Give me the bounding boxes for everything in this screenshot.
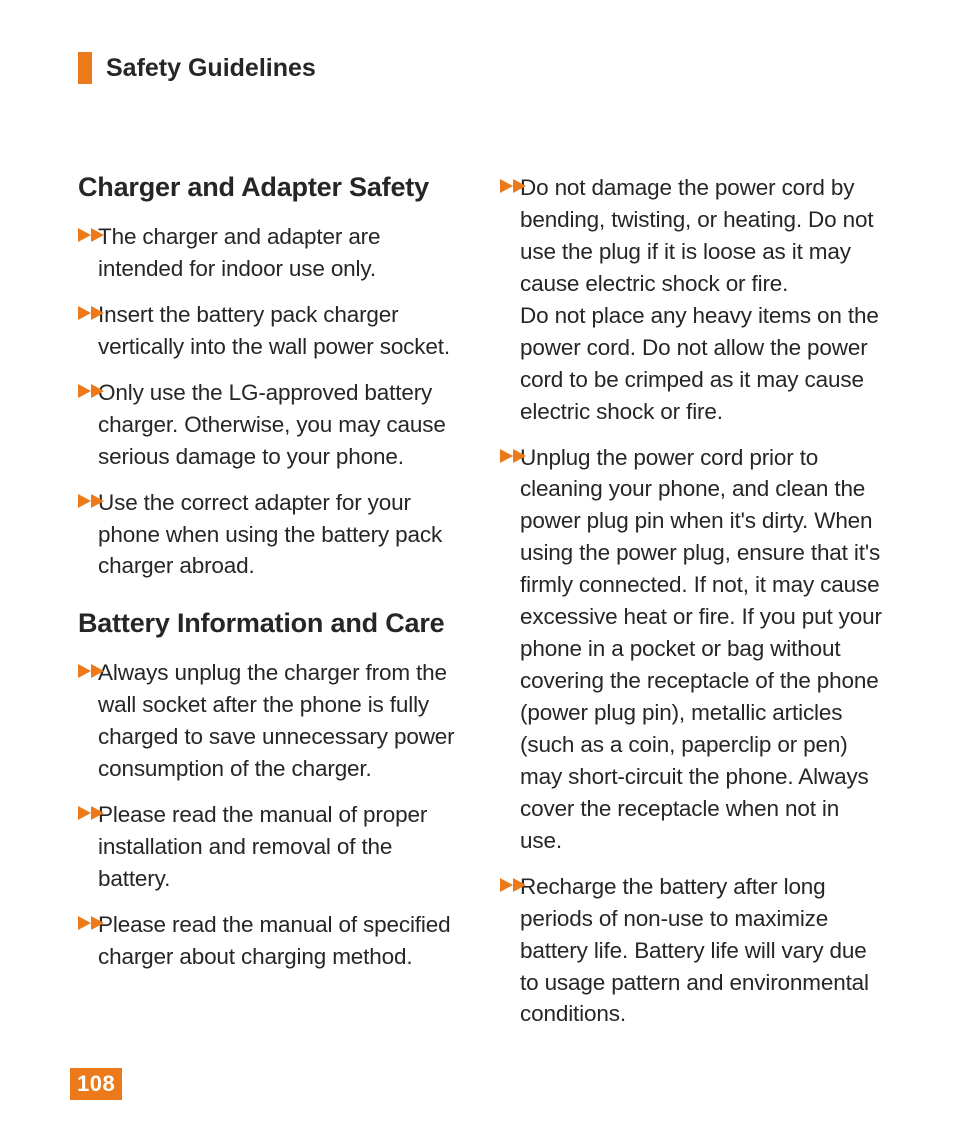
list-item: Recharge the battery after long periods …	[500, 871, 884, 1031]
charger-list: The charger and adapter are intended for…	[78, 221, 462, 582]
bullet-arrow-icon	[78, 806, 91, 820]
bullet-arrow-icon	[500, 179, 513, 193]
right-list: Do not damage the power cord by bending,…	[500, 172, 884, 1030]
list-item-continuation: Do not place any heavy items on the powe…	[520, 300, 884, 428]
right-column: Do not damage the power cord by bending,…	[500, 172, 884, 1044]
list-item-text: Recharge the battery after long periods …	[520, 874, 869, 1027]
list-item: The charger and adapter are intended for…	[78, 221, 462, 285]
list-item-text: The charger and adapter are intended for…	[98, 224, 380, 281]
list-item-text: Unplug the power cord prior to cleaning …	[520, 445, 882, 853]
section-heading-battery: Battery Information and Care	[78, 608, 462, 639]
list-item-text: Only use the LG-approved battery charger…	[98, 380, 446, 469]
section-heading-charger: Charger and Adapter Safety	[78, 172, 462, 203]
list-item: Insert the battery pack charger vertical…	[78, 299, 462, 363]
list-item: Please read the manual of proper install…	[78, 799, 462, 895]
bullet-arrow-icon	[78, 494, 91, 508]
list-item: Unplug the power cord prior to cleaning …	[500, 442, 884, 857]
document-page: Safety Guidelines Charger and Adapter Sa…	[0, 0, 954, 1145]
list-item-text: Please read the manual of proper install…	[98, 802, 427, 891]
list-item: Use the correct adapter for your phone w…	[78, 487, 462, 583]
bullet-arrow-icon	[78, 384, 91, 398]
header-title: Safety Guidelines	[106, 54, 316, 83]
page-header: Safety Guidelines	[78, 52, 884, 84]
bullet-arrow-icon	[78, 664, 91, 678]
list-item: Do not damage the power cord by bending,…	[500, 172, 884, 428]
list-item-text: Please read the manual of specified char…	[98, 912, 450, 969]
list-item-text: Insert the battery pack charger vertical…	[98, 302, 450, 359]
bullet-arrow-icon	[78, 228, 91, 242]
bullet-arrow-icon	[78, 306, 91, 320]
battery-list: Always unplug the charger from the wall …	[78, 657, 462, 972]
content-columns: Charger and Adapter Safety The charger a…	[78, 172, 884, 1044]
bullet-arrow-icon	[500, 878, 513, 892]
bullet-arrow-icon	[78, 916, 91, 930]
left-column: Charger and Adapter Safety The charger a…	[78, 172, 462, 1044]
list-item: Only use the LG-approved battery charger…	[78, 377, 462, 473]
page-number-badge: 108	[70, 1068, 122, 1100]
header-accent-block	[78, 52, 92, 84]
list-item-text: Use the correct adapter for your phone w…	[98, 490, 442, 579]
list-item: Always unplug the charger from the wall …	[78, 657, 462, 785]
list-item-text: Always unplug the charger from the wall …	[98, 660, 455, 781]
list-item: Please read the manual of specified char…	[78, 909, 462, 973]
list-item-text: Do not damage the power cord by bending,…	[520, 175, 873, 296]
bullet-arrow-icon	[500, 449, 513, 463]
